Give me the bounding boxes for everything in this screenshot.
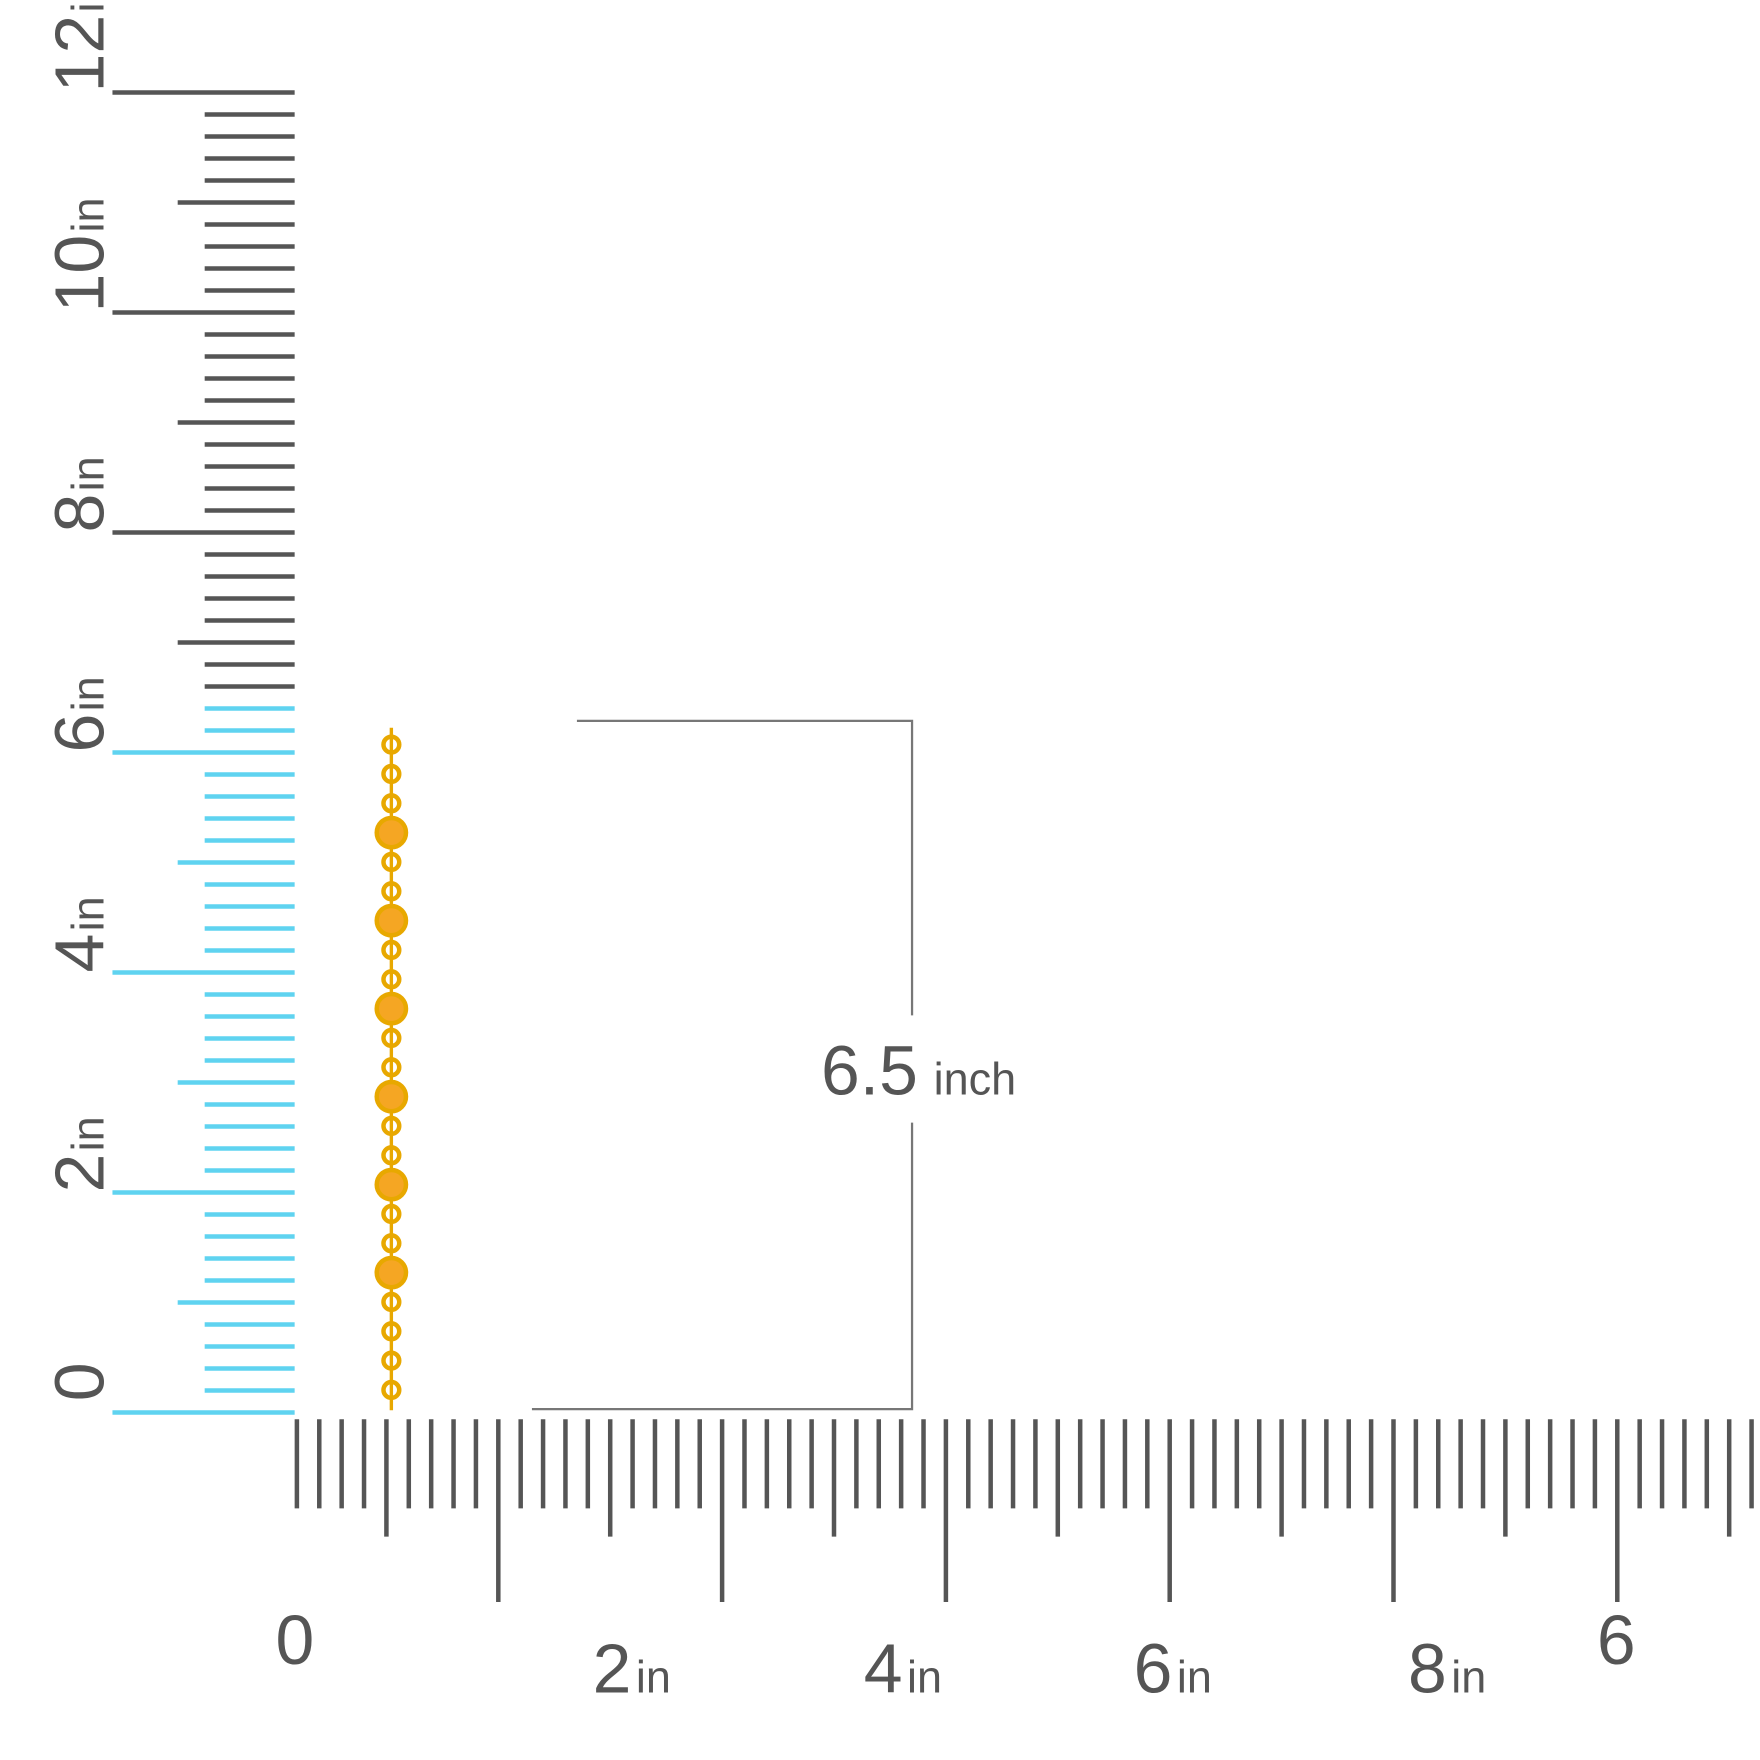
chain-flower — [374, 1255, 409, 1290]
v-label: 10in — [41, 197, 119, 312]
chain-flower — [374, 903, 409, 938]
h-label: 0 — [276, 1601, 315, 1679]
v-label-unit: in — [63, 1116, 114, 1151]
chain-link — [381, 1321, 402, 1342]
bracket — [531, 719, 914, 1411]
v-label: 8in — [41, 456, 119, 532]
h-label: 6 in — [1134, 1629, 1212, 1707]
chain-flower — [374, 815, 409, 850]
h-label: 2 in — [593, 1629, 671, 1707]
measure-unit: inch — [934, 1053, 1017, 1104]
chain-link — [381, 1291, 402, 1313]
v-label: 12 in — [41, 0, 119, 93]
chain-link — [381, 969, 402, 990]
chain-link — [381, 1145, 402, 1166]
v-label-number: 2 — [41, 1154, 119, 1193]
h-label-unit: in — [636, 1651, 671, 1702]
v-label-number: 4 — [41, 934, 119, 973]
h-label-number: 4 — [864, 1629, 903, 1707]
h-label-unit: in — [1177, 1651, 1212, 1702]
h-label: 8 in — [1408, 1629, 1486, 1707]
chain-link — [381, 881, 402, 902]
chain-link — [381, 1203, 402, 1225]
chain-flower — [374, 1079, 409, 1114]
h-label-number: 0 — [276, 1601, 315, 1679]
h-label-number: 6 — [1597, 1601, 1636, 1679]
h-label: 4 in — [864, 1629, 942, 1707]
h-label-number: 2 — [593, 1629, 632, 1707]
h-label-unit: in — [1451, 1651, 1486, 1702]
v-label: 2in — [41, 1116, 119, 1192]
h-label-unit: in — [907, 1651, 942, 1702]
chain — [374, 727, 409, 1411]
chain-link — [381, 939, 402, 961]
chain-link — [381, 1057, 402, 1078]
v-label-number: 8 — [41, 494, 119, 533]
chain-flower — [374, 1167, 409, 1202]
v-label-unit: in — [63, 197, 114, 232]
measure-number: 6.5 — [821, 1031, 918, 1109]
v-label-number: 12 — [41, 15, 119, 93]
measure-label: 6.5 inch — [821, 1031, 1016, 1109]
chain-flower — [374, 991, 409, 1026]
v-label: 6in — [41, 676, 119, 752]
h-label: 6 — [1597, 1601, 1636, 1679]
v-label-number: 0 — [41, 1362, 119, 1401]
chain-link — [381, 1233, 402, 1254]
v-label-unit: in — [63, 676, 114, 711]
chain-link — [381, 793, 402, 814]
chain-link — [381, 1379, 402, 1401]
v-label-unit: in — [63, 896, 114, 931]
chain-link — [381, 1027, 402, 1049]
ruler-ticks — [112, 90, 1754, 1603]
v-label-number: 6 — [41, 714, 119, 753]
chain-link — [381, 851, 402, 873]
chain-link — [381, 1350, 402, 1371]
v-label-unit: in — [63, 456, 114, 491]
chain-link — [381, 734, 402, 755]
h-label-number: 8 — [1408, 1629, 1447, 1707]
h-label-number: 6 — [1134, 1629, 1173, 1707]
v-label: 0 — [41, 1362, 119, 1401]
chain-link — [381, 763, 402, 785]
chain-link — [381, 1115, 402, 1137]
v-label: 4in — [41, 896, 119, 972]
v-label-unit: in — [63, 0, 114, 12]
v-label-number: 10 — [41, 235, 119, 313]
